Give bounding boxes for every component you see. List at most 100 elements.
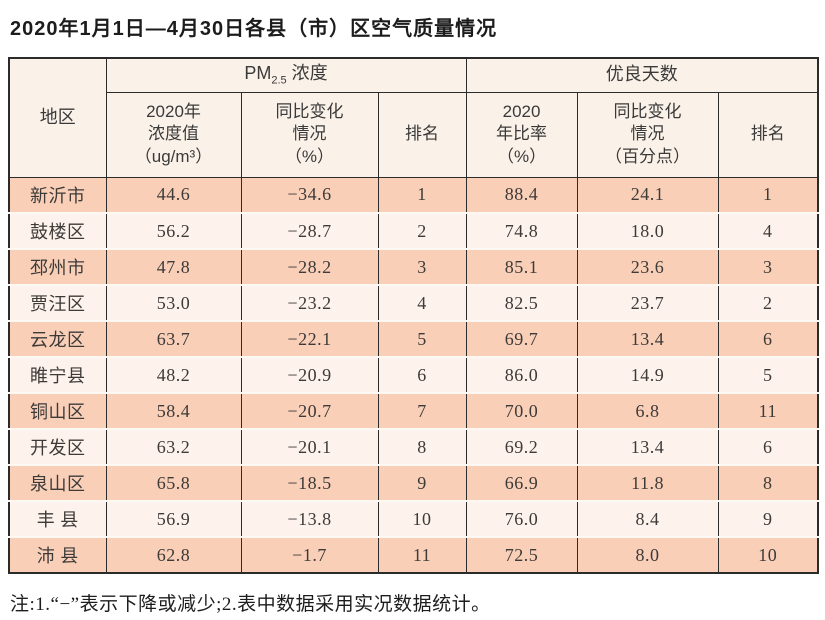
pm-rank-cell: 7 <box>377 392 467 429</box>
region-cell: 新沂市 <box>8 177 107 213</box>
days-rank-cell: 5 <box>717 356 819 393</box>
pm-value-unit: （ug/m³） <box>134 146 213 166</box>
table-row: 贾汪区 53.0 −23.2 4 82.5 23.7 2 <box>8 284 819 321</box>
days-ratio-line2: 年比率 <box>496 124 548 144</box>
pm-change-unit: （%） <box>284 146 335 166</box>
days-ratio-cell: 88.4 <box>465 177 578 213</box>
pm-value-cell: 63.2 <box>105 428 242 465</box>
days-change-line2: 情况 <box>630 124 665 144</box>
days-change-cell: 13.4 <box>576 428 719 465</box>
days-rank-cell: 8 <box>717 464 819 501</box>
footnote: 注:1.“−”表示下降或减少;2.表中数据采用实况数据统计。 <box>10 594 491 615</box>
table-row: 丰 县 56.9 −13.8 10 76.0 8.4 9 <box>8 500 819 537</box>
days-rank-cell: 2 <box>717 284 819 321</box>
pm-change-cell: −28.2 <box>240 248 379 285</box>
region-cell: 泉山区 <box>8 464 107 501</box>
header-group-row: 地区 PM2.5 浓度 优良天数 <box>8 58 819 178</box>
pm-rank-cell: 2 <box>377 212 467 249</box>
table-row: 邳州市 47.8 −28.2 3 85.1 23.6 3 <box>8 248 819 285</box>
days-rank-cell: 6 <box>717 320 819 357</box>
pm-change-cell: −18.5 <box>240 464 379 501</box>
table-row: 鼓楼区 56.2 −28.7 2 74.8 18.0 4 <box>8 212 819 249</box>
pm-change-cell: −28.7 <box>240 212 379 249</box>
pm-rank-cell: 1 <box>377 177 467 213</box>
air-quality-table: 地区 PM2.5 浓度 优良天数 2020年 浓度值 （ug/m³） 同比变化 … <box>8 57 820 574</box>
days-change-cell: 11.8 <box>576 464 719 501</box>
region-cell: 贾汪区 <box>8 284 107 321</box>
days-ratio-line1: 2020 <box>502 101 541 121</box>
days-ratio-cell: 69.2 <box>465 428 578 465</box>
pm-value-cell: 48.2 <box>105 356 242 393</box>
days-rank-cell: 9 <box>717 500 819 537</box>
pm-value-cell: 47.8 <box>105 248 242 285</box>
col-header-pm-value: 2020年 浓度值 （ug/m³） <box>105 92 242 178</box>
col-group-pm25: PM2.5 浓度 <box>105 58 467 93</box>
pm-rank-cell: 10 <box>377 500 467 537</box>
table-row: 新沂市 44.6 −34.6 1 88.4 24.1 1 <box>8 177 819 213</box>
table-body: 新沂市 44.6 −34.6 1 88.4 24.1 1 鼓楼区 56.2 −28.7 2 74.8 1… <box>8 177 819 573</box>
pm-value-cell: 44.6 <box>105 177 242 213</box>
days-change-cell: 6.8 <box>576 392 719 429</box>
region-cell: 铜山区 <box>8 392 107 429</box>
col-group-good-days: 优良天数 <box>465 58 819 93</box>
region-cell: 睢宁县 <box>8 356 107 393</box>
days-rank-cell: 1 <box>717 177 819 213</box>
region-cell: 邳州市 <box>8 248 107 285</box>
pm-rank-cell: 9 <box>377 464 467 501</box>
pm-change-cell: −22.1 <box>240 320 379 357</box>
days-rank-cell: 6 <box>717 428 819 465</box>
pm-change-line1: 同比变化 <box>275 101 344 121</box>
region-cell: 丰 县 <box>8 500 107 537</box>
days-change-cell: 14.9 <box>576 356 719 393</box>
pm-rank-cell: 5 <box>377 320 467 357</box>
days-rank-cell: 3 <box>717 248 819 285</box>
days-ratio-cell: 72.5 <box>465 536 578 573</box>
pm-value-cell: 63.7 <box>105 320 242 357</box>
pm-rank-cell: 6 <box>377 356 467 393</box>
pm-change-cell: −1.7 <box>240 536 379 573</box>
days-change-cell: 8.0 <box>576 536 719 573</box>
page-title: 2020年1月1日—4月30日各县（市）区空气质量情况 <box>10 18 498 40</box>
table-row: 沛 县 62.8 −1.7 11 72.5 8.0 10 <box>8 536 819 573</box>
region-cell: 云龙区 <box>8 320 107 357</box>
pm-change-line2: 情况 <box>292 124 327 144</box>
pm-change-cell: −34.6 <box>240 177 379 213</box>
table-row: 睢宁县 48.2 −20.9 6 86.0 14.9 5 <box>8 356 819 393</box>
days-change-cell: 13.4 <box>576 320 719 357</box>
col-header-days-rank: 排名 <box>717 92 819 178</box>
days-rank-cell: 10 <box>717 536 819 573</box>
pm25-label-suffix: 浓度 <box>286 63 328 84</box>
col-header-days-change: 同比变化 情况 （百分点） <box>576 92 719 178</box>
region-cell: 沛 县 <box>8 536 107 573</box>
pm-value-cell: 62.8 <box>105 536 242 573</box>
col-header-region: 地区 <box>8 58 107 178</box>
pm-rank-cell: 8 <box>377 428 467 465</box>
days-ratio-cell: 66.9 <box>465 464 578 501</box>
pm-rank-cell: 3 <box>377 248 467 285</box>
days-change-cell: 24.1 <box>576 177 719 213</box>
days-rank-cell: 11 <box>717 392 819 429</box>
table-row: 铜山区 58.4 −20.7 7 70.0 6.8 11 <box>8 392 819 429</box>
pm25-label-prefix: PM <box>244 63 272 84</box>
pm-rank-cell: 11 <box>377 536 467 573</box>
table-header: 地区 PM2.5 浓度 优良天数 2020年 浓度值 （ug/m³） 同比变化 … <box>8 58 819 178</box>
col-header-days-ratio: 2020 年比率 （%） <box>465 92 578 178</box>
days-ratio-cell: 74.8 <box>465 212 578 249</box>
pm-change-cell: −23.2 <box>240 284 379 321</box>
days-change-cell: 23.6 <box>576 248 719 285</box>
pm-value-line1: 2020年 <box>146 101 201 121</box>
days-ratio-cell: 85.1 <box>465 248 578 285</box>
days-ratio-cell: 76.0 <box>465 500 578 537</box>
days-ratio-cell: 86.0 <box>465 356 578 393</box>
col-header-pm-change: 同比变化 情况 （%） <box>240 92 379 178</box>
pm-value-cell: 56.9 <box>105 500 242 537</box>
days-change-cell: 8.4 <box>576 500 719 537</box>
region-cell: 鼓楼区 <box>8 212 107 249</box>
days-change-cell: 18.0 <box>576 212 719 249</box>
pm-rank-cell: 4 <box>377 284 467 321</box>
days-rank-cell: 4 <box>717 212 819 249</box>
pm-value-cell: 65.8 <box>105 464 242 501</box>
days-ratio-cell: 82.5 <box>465 284 578 321</box>
days-change-line1: 同比变化 <box>613 101 682 121</box>
